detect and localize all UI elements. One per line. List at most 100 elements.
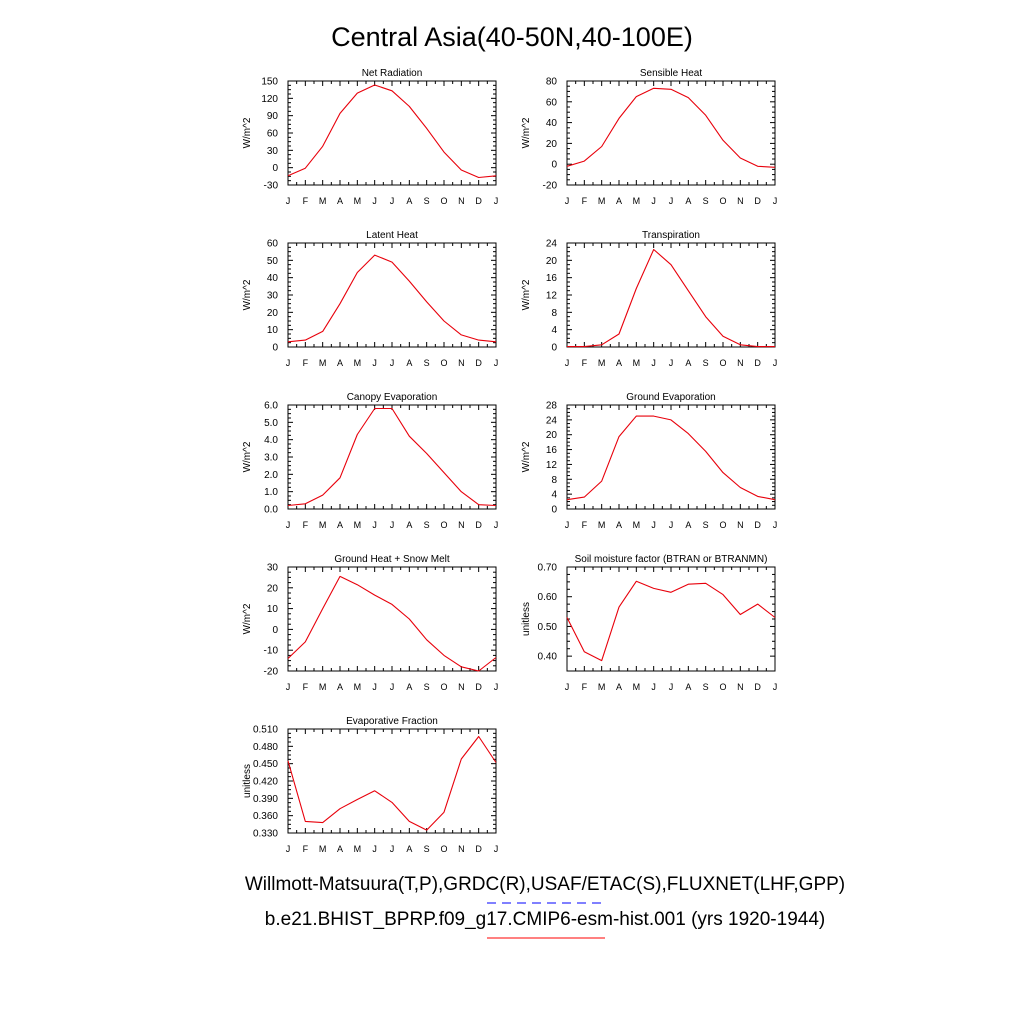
y-axis-label: W/m^2 xyxy=(521,441,532,472)
x-tick-label: O xyxy=(440,196,447,206)
x-tick-label: J xyxy=(372,844,377,854)
x-tick-label: A xyxy=(337,358,343,368)
y-tick-label: 4 xyxy=(551,325,557,336)
y-tick-label: 20 xyxy=(546,430,558,441)
y-tick-label: 3.0 xyxy=(264,453,278,464)
plot-frame xyxy=(287,80,497,186)
y-tick-label: 0.70 xyxy=(538,563,558,574)
x-tick-label: N xyxy=(737,682,744,692)
x-tick-label: M xyxy=(319,682,327,692)
x-tick-label: J xyxy=(651,520,656,530)
y-tick-label: 40 xyxy=(267,273,279,284)
y-tick-label: 0.330 xyxy=(253,829,278,840)
x-tick-label: O xyxy=(719,358,726,368)
x-tick-label: M xyxy=(354,844,362,854)
x-tick-label: M xyxy=(354,682,362,692)
x-tick-label: N xyxy=(737,520,744,530)
x-tick-label: A xyxy=(616,682,622,692)
x-tick-label: J xyxy=(651,358,656,368)
x-tick-label: J xyxy=(372,682,377,692)
x-tick-label: F xyxy=(582,682,588,692)
x-tick-label: F xyxy=(303,520,309,530)
x-tick-label: A xyxy=(406,358,412,368)
x-tick-label: A xyxy=(685,682,691,692)
x-tick-label: S xyxy=(424,196,430,206)
y-tick-label: 20 xyxy=(267,583,279,594)
panel-title: Latent Heat xyxy=(366,230,418,241)
x-tick-label: M xyxy=(633,358,641,368)
x-tick-label: A xyxy=(406,196,412,206)
y-tick-label: 30 xyxy=(267,146,279,157)
x-tick-label: M xyxy=(633,196,641,206)
series-line xyxy=(287,575,497,672)
y-axis-label: W/m^2 xyxy=(242,441,253,472)
x-tick-label: J xyxy=(494,682,499,692)
x-tick-label: N xyxy=(458,844,465,854)
x-tick-label: S xyxy=(703,196,709,206)
x-tick-label: O xyxy=(719,520,726,530)
y-tick-label: 80 xyxy=(546,77,558,88)
y-tick-label: 8 xyxy=(551,308,557,319)
series-line xyxy=(566,580,776,662)
x-tick-label: F xyxy=(303,844,309,854)
y-tick-label: 16 xyxy=(546,445,558,456)
x-tick-label: J xyxy=(390,196,395,206)
y-tick-label: 0 xyxy=(551,505,557,516)
x-tick-label: D xyxy=(475,520,482,530)
x-tick-label: J xyxy=(565,358,570,368)
footer-datasets: Willmott-Matsuura(T,P),GRDC(R),USAF/ETAC… xyxy=(245,874,845,895)
x-tick-label: N xyxy=(458,358,465,368)
y-axis-label: unitless xyxy=(521,602,532,636)
y-tick-label: 12 xyxy=(546,291,558,302)
y-tick-label: -20 xyxy=(264,667,279,678)
x-tick-label: A xyxy=(616,196,622,206)
y-axis-label: W/m^2 xyxy=(242,603,253,634)
y-tick-label: 0.50 xyxy=(538,622,558,633)
x-tick-label: A xyxy=(337,520,343,530)
x-tick-label: J xyxy=(372,520,377,530)
x-tick-label: J xyxy=(494,520,499,530)
x-tick-label: J xyxy=(372,358,377,368)
x-tick-label: J xyxy=(286,196,291,206)
plot-frame xyxy=(287,566,497,672)
x-tick-label: F xyxy=(582,520,588,530)
y-tick-label: -30 xyxy=(264,181,279,192)
panel-title: Soil moisture factor (BTRAN or BTRANMN) xyxy=(575,554,768,565)
x-tick-label: S xyxy=(424,520,430,530)
x-tick-label: J xyxy=(669,358,674,368)
y-tick-label: 5.0 xyxy=(264,418,278,429)
y-tick-label: 4 xyxy=(551,490,557,501)
x-tick-label: M xyxy=(633,520,641,530)
y-tick-label: 0 xyxy=(272,163,278,174)
x-tick-label: J xyxy=(286,682,291,692)
x-tick-label: M xyxy=(354,196,362,206)
y-axis-label: W/m^2 xyxy=(521,279,532,310)
y-tick-label: 0 xyxy=(551,160,557,171)
y-axis-label: W/m^2 xyxy=(521,117,532,148)
x-tick-label: J xyxy=(390,358,395,368)
series-line xyxy=(567,248,775,348)
y-tick-label: 0.510 xyxy=(253,725,278,736)
y-tick-label: 0.0 xyxy=(264,505,278,516)
x-tick-label: J xyxy=(773,520,778,530)
x-tick-label: J xyxy=(286,844,291,854)
x-tick-label: J xyxy=(669,196,674,206)
plot-frame xyxy=(566,242,776,348)
x-tick-label: M xyxy=(319,358,327,368)
series-line xyxy=(287,735,497,831)
series-line xyxy=(566,87,776,168)
x-tick-label: J xyxy=(773,358,778,368)
plot-frame xyxy=(287,404,497,510)
panel-title: Net Radiation xyxy=(362,68,423,79)
x-tick-label: F xyxy=(303,196,309,206)
y-axis-label: unitless xyxy=(242,764,253,798)
x-tick-label: M xyxy=(319,520,327,530)
plot-frame xyxy=(566,566,776,672)
